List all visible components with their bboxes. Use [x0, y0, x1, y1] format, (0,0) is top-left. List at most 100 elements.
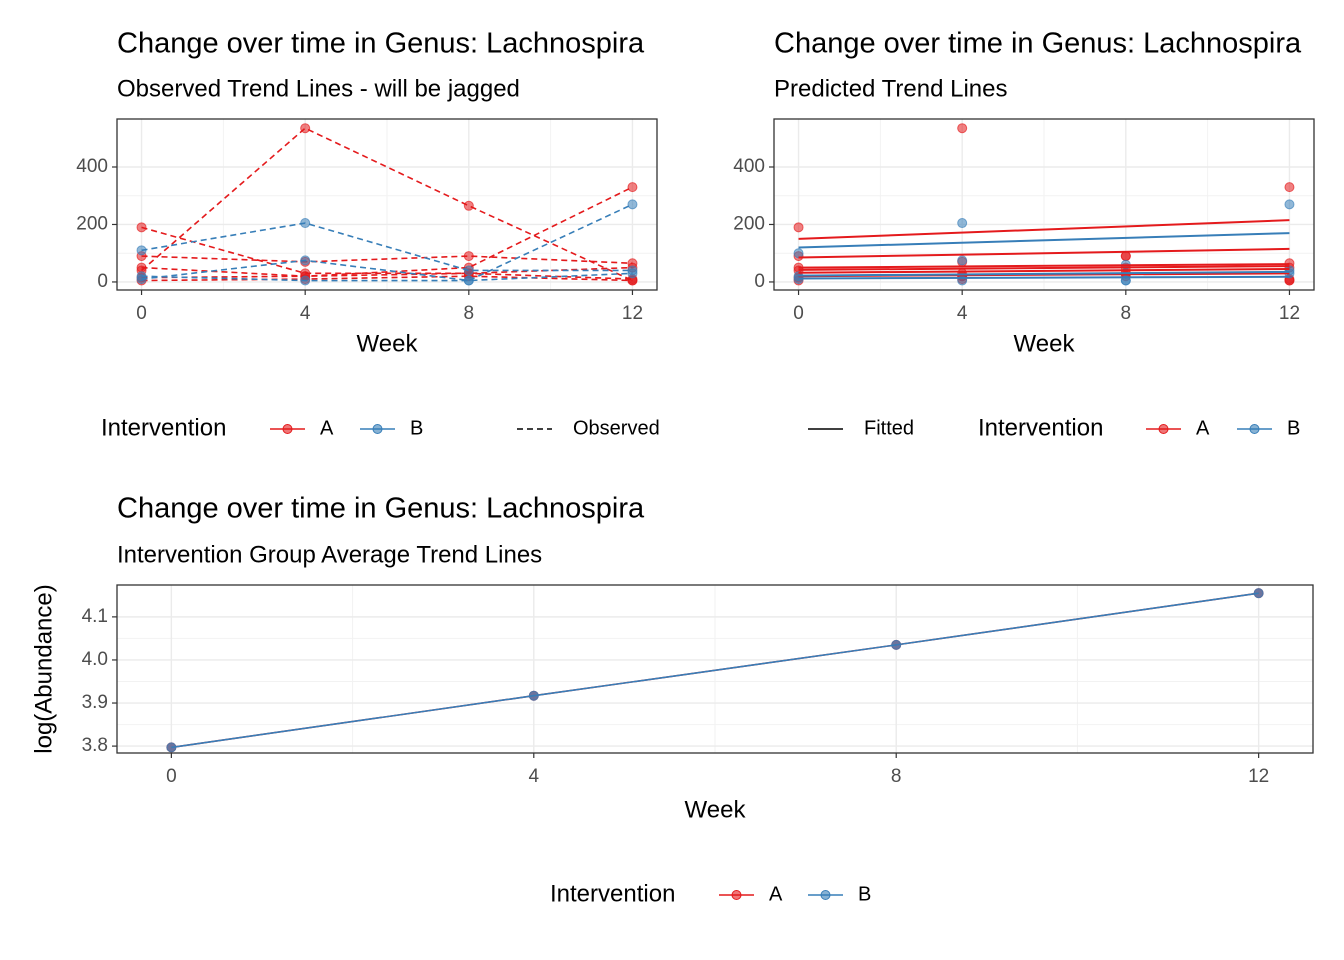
legend-key-point: [372, 424, 383, 434]
legend-title: Intervention: [550, 880, 675, 907]
point: [1253, 588, 1264, 599]
x-tick-label: 4: [300, 303, 311, 324]
point: [463, 275, 474, 286]
legend-label: B: [410, 417, 423, 439]
trend-line: [798, 275, 1290, 280]
x-tick-label: 8: [891, 766, 902, 787]
x-tick-label: 12: [1279, 303, 1300, 324]
legend-label: B: [858, 883, 871, 905]
y-axis-title: log(Abundance): [30, 584, 57, 753]
y-tick-label: 4.0: [82, 649, 108, 670]
x-tick-label: 12: [622, 303, 643, 324]
point: [1284, 199, 1295, 210]
chart-title: Change over time in Genus: Lachnospira: [774, 28, 1302, 60]
trend-line: [798, 263, 1290, 269]
legend-title: Intervention: [101, 414, 226, 441]
point: [300, 275, 311, 286]
point: [300, 255, 311, 266]
chart-subtitle: Intervention Group Average Trend Lines: [117, 541, 542, 568]
point: [957, 218, 968, 229]
legend-key-point: [731, 890, 742, 900]
x-tick-label: 8: [1121, 303, 1132, 324]
x-tick-label: 4: [957, 303, 968, 324]
trend-line: [798, 232, 1290, 249]
trend-line: [141, 222, 633, 272]
legend-label: Fitted: [864, 417, 914, 439]
chart-subtitle: Observed Trend Lines - will be jagged: [117, 75, 520, 102]
point: [1284, 182, 1295, 193]
legend-key-point: [282, 424, 293, 434]
point: [627, 199, 638, 210]
point: [957, 123, 968, 134]
y-tick-label: 400: [76, 156, 108, 177]
y-tick-label: 3.9: [82, 692, 108, 713]
chart-title: Change over time in Genus: Lachnospira: [117, 28, 645, 60]
plot-area: [136, 123, 638, 286]
x-axis-title: Week: [685, 796, 747, 823]
trend-line: [141, 226, 633, 280]
y-tick-label: 0: [97, 271, 108, 292]
x-tick-label: 0: [136, 303, 147, 324]
x-axis-title: Week: [357, 330, 419, 357]
chart-title: Change over time in Genus: Lachnospira: [117, 493, 645, 525]
trend-line: [141, 186, 633, 279]
trend-line: [141, 203, 633, 282]
trend-line: [141, 266, 633, 278]
point: [136, 262, 147, 273]
point: [793, 222, 804, 233]
legend-key-point: [1249, 424, 1260, 434]
x-tick-label: 12: [1248, 766, 1269, 787]
legend-key-point: [820, 890, 831, 900]
y-tick-label: 200: [733, 213, 765, 234]
point: [957, 255, 968, 266]
plot-border: [773, 118, 1315, 291]
x-tick-label: 0: [793, 303, 804, 324]
panel: Change over time in Genus: Lachnospira Ob…: [76, 28, 658, 357]
legend-label: A: [1196, 417, 1210, 439]
x-axis-title: Week: [1014, 330, 1076, 357]
panel: Change over time in Genus: Lachnospira In…: [30, 493, 1314, 823]
plot-area: [166, 588, 1264, 753]
panel: Change over time in Genus: Lachnospira Pr…: [733, 28, 1315, 357]
plot-border: [116, 118, 658, 291]
point: [627, 268, 638, 279]
legend-label: B: [1287, 417, 1300, 439]
plot-area: [793, 123, 1295, 286]
point: [136, 222, 147, 233]
point: [136, 245, 147, 256]
plot-border: [116, 584, 1314, 754]
trend-line: [798, 219, 1290, 240]
legend-label: Observed: [573, 417, 660, 439]
trend-line: [171, 592, 1259, 749]
y-tick-label: 0: [754, 271, 765, 292]
legend-title: Intervention: [978, 414, 1103, 441]
trend-line: [798, 268, 1290, 274]
point: [463, 200, 474, 211]
point: [891, 639, 902, 650]
y-tick-label: 4.1: [82, 606, 108, 627]
point: [463, 265, 474, 276]
trend-line: [141, 255, 633, 265]
legend-key-point: [1158, 424, 1169, 434]
point: [300, 123, 311, 134]
trend-line: [798, 265, 1290, 271]
x-tick-label: 0: [166, 766, 177, 787]
x-tick-label: 4: [528, 766, 539, 787]
trend-line: [798, 247, 1290, 259]
x-tick-label: 8: [464, 303, 475, 324]
point: [1120, 251, 1131, 262]
point: [463, 251, 474, 262]
y-tick-label: 3.8: [82, 735, 108, 756]
point: [300, 218, 311, 229]
y-tick-label: 400: [733, 156, 765, 177]
point: [528, 690, 539, 701]
legend-label: A: [320, 417, 334, 439]
legend-label: A: [769, 883, 783, 905]
point: [627, 182, 638, 193]
point: [166, 742, 177, 753]
chart-subtitle: Predicted Trend Lines: [774, 75, 1007, 102]
point: [136, 271, 147, 282]
trend-line: [141, 272, 633, 282]
